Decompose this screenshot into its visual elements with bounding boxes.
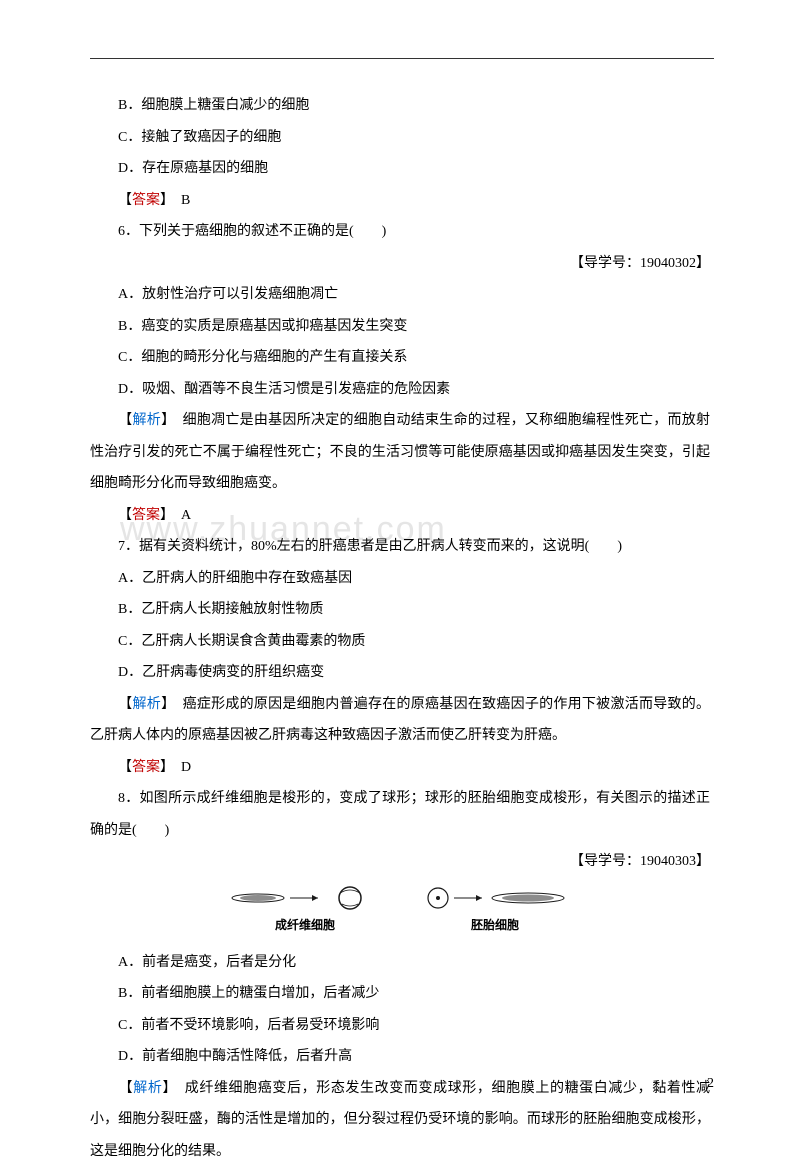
q7-option-c: C．乙肝病人长期误食含黄曲霉素的物质	[90, 626, 710, 658]
explain-text: 解析	[133, 413, 162, 428]
q8-diagram: 成纤维细胞 胚胎细胞	[90, 886, 710, 939]
q8-option-a: A．前者是癌变，后者是分化	[90, 947, 710, 979]
explain-label: 【解析】	[118, 697, 168, 712]
q6-explain-text: 细胞凋亡是由基因所决定的细胞自动结束生命的过程，又称细胞编程性死亡，而放射性治疗…	[90, 413, 710, 491]
explain-text: 解析	[133, 1081, 162, 1096]
q6-option-d: D．吸烟、酗酒等不良生活习惯是引发癌症的危险因素	[90, 374, 710, 406]
q7-answer: 【答案】 D	[90, 752, 710, 784]
explain-label: 【解析】	[118, 413, 168, 428]
bracket: 【	[118, 760, 132, 775]
q7-explain-text: 癌症形成的原因是细胞内普遍存在的原癌基因在致癌因子的作用下被激活而导致的。乙肝病…	[90, 697, 710, 744]
q7-option-a: A．乙肝病人的肝细胞中存在致癌基因	[90, 563, 710, 595]
q5-option-c: C．接触了致癌因子的细胞	[90, 122, 710, 154]
explain-label: 【解析】	[118, 1081, 170, 1096]
bracket: 【	[118, 697, 133, 712]
bracket: 】	[161, 413, 168, 428]
q7-option-b: B．乙肝病人长期接触放射性物质	[90, 594, 710, 626]
q5-option-b: B．细胞膜上糖蛋白减少的细胞	[90, 90, 710, 122]
header-rule	[90, 58, 714, 59]
bracket: 【	[118, 413, 133, 428]
q6-explain: 【解析】 细胞凋亡是由基因所决定的细胞自动结束生命的过程，又称细胞编程性死亡，而…	[90, 405, 710, 500]
q6-stem: 6．下列关于癌细胞的叙述不正确的是( )	[90, 216, 710, 248]
q7-explain: 【解析】 癌症形成的原因是细胞内普遍存在的原癌基因在致癌因子的作用下被激活而导致…	[90, 689, 710, 752]
q8-option-b: B．前者细胞膜上的糖蛋白增加，后者减少	[90, 978, 710, 1010]
q8-stem-text: 8．如图所示成纤维细胞是梭形的，变成了球形；球形的胚胎细胞变成梭形，有关图示的描…	[90, 791, 710, 838]
q5-answer-value: B	[181, 193, 190, 208]
page: www.zhuannet.com B．细胞膜上糖蛋白减少的细胞 C．接触了致癌因…	[0, 0, 800, 1132]
answer-text: 答案	[132, 760, 160, 775]
q5-answer: 【答案】 B	[90, 185, 710, 217]
cell1-label: 成纤维细胞	[275, 912, 335, 939]
bracket: 】	[162, 1081, 170, 1096]
answer-label: 【答案】	[118, 193, 167, 208]
bracket: 】	[160, 508, 167, 523]
answer-label: 【答案】	[118, 760, 167, 775]
answer-text: 答案	[132, 508, 160, 523]
q8-guide: 【导学号：19040303】	[90, 846, 710, 878]
q6-option-c: C．细胞的畸形分化与癌细胞的产生有直接关系	[90, 342, 710, 374]
q6-answer-value: A	[181, 508, 191, 523]
fibroblast-svg	[230, 886, 380, 910]
bracket: 】	[160, 760, 167, 775]
q5-option-d: D．存在原癌基因的细胞	[90, 153, 710, 185]
q8-explain: 【解析】 成纤维细胞癌变后，形态发生改变而变成球形，细胞膜上的糖蛋白减少，黏着性…	[90, 1073, 710, 1167]
content: B．细胞膜上糖蛋白减少的细胞 C．接触了致癌因子的细胞 D．存在原癌基因的细胞 …	[90, 60, 710, 1167]
bracket: 】	[161, 697, 168, 712]
q8-explain-text: 成纤维细胞癌变后，形态发生改变而变成球形，细胞膜上的糖蛋白减少，黏着性减小，细胞…	[90, 1081, 710, 1159]
q6-guide: 【导学号：19040302】	[90, 248, 710, 280]
q6-answer: 【答案】 A	[90, 500, 710, 532]
diagram-wrap: 成纤维细胞 胚胎细胞	[230, 886, 570, 939]
answer-text: 答案	[132, 193, 160, 208]
q8-stem: 8．如图所示成纤维细胞是梭形的，变成了球形；球形的胚胎细胞变成梭形，有关图示的描…	[90, 783, 710, 846]
bracket: 【	[118, 193, 132, 208]
bracket: 】	[160, 193, 167, 208]
q8-option-c: C．前者不受环境影响，后者易受环境影响	[90, 1010, 710, 1042]
q6-option-b: B．癌变的实质是原癌基因或抑癌基因发生突变	[90, 311, 710, 343]
cell2-label: 胚胎细胞	[471, 912, 519, 939]
embryo-svg	[420, 886, 570, 910]
q7-option-d: D．乙肝病毒使病变的肝组织癌变	[90, 657, 710, 689]
q7-stem: 7．据有关资料统计，80%左右的肝癌患者是由乙肝病人转变而来的，这说明( )	[90, 531, 710, 563]
q7-answer-value: D	[181, 760, 191, 775]
q6-option-a: A．放射性治疗可以引发癌细胞凋亡	[90, 279, 710, 311]
explain-text: 解析	[133, 697, 162, 712]
cell-group-1: 成纤维细胞	[230, 886, 380, 939]
cell-group-2: 胚胎细胞	[420, 886, 570, 939]
bracket: 【	[118, 508, 132, 523]
answer-label: 【答案】	[118, 508, 167, 523]
bracket: 【	[118, 1081, 133, 1096]
q8-option-d: D．前者细胞中酶活性降低，后者升高	[90, 1041, 710, 1073]
